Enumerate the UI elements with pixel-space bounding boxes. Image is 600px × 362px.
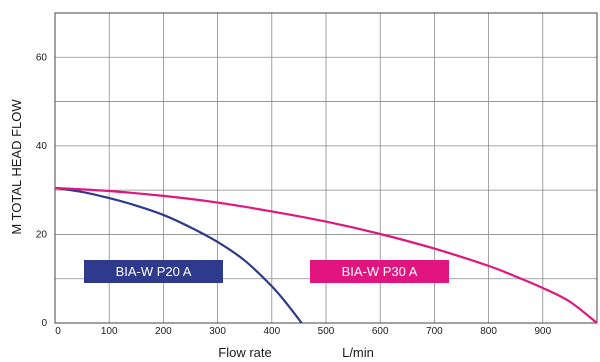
x-tick-label: 0 — [55, 326, 61, 337]
plot-frame — [54, 12, 598, 324]
x-tick-label: 200 — [155, 326, 172, 337]
y-tick-label: 20 — [36, 229, 48, 240]
x-tick-label: 900 — [534, 326, 551, 337]
x-tick-label: 600 — [372, 326, 389, 337]
legend-label: BIA-W P30 A — [342, 264, 418, 279]
chart-grid — [54, 12, 598, 324]
x-tick-label: 400 — [263, 326, 280, 337]
x-axis-label: Flow rate — [218, 345, 271, 360]
y-axis-label: M TOTAL HEAD FLOW — [9, 99, 24, 235]
x-tick-label: 500 — [318, 326, 335, 337]
legend-swatch — [84, 260, 223, 283]
x-tick-label: 700 — [426, 326, 443, 337]
y-tick-label: 0 — [41, 318, 47, 329]
chart-curves — [54, 186, 598, 324]
y-tick-label: 60 — [36, 52, 48, 63]
x-axis-unit: L/min — [342, 345, 374, 360]
y-tick-label: 40 — [36, 141, 48, 152]
series-line-p20 — [54, 186, 303, 324]
legend-label: BIA-W P20 A — [116, 264, 192, 279]
y-tick-labels: 0 20 40 60 — [36, 52, 48, 329]
legend-swatch — [310, 260, 449, 283]
series-line-p30 — [54, 186, 598, 324]
x-tick-label: 100 — [101, 326, 118, 337]
chart-legend: BIA-W P20 A BIA-W P30 A — [84, 260, 449, 283]
x-tick-label: 300 — [209, 326, 226, 337]
x-tick-labels: 0 100 200 300 400 500 600 700 800 900 — [55, 326, 551, 337]
x-tick-label: 800 — [480, 326, 497, 337]
